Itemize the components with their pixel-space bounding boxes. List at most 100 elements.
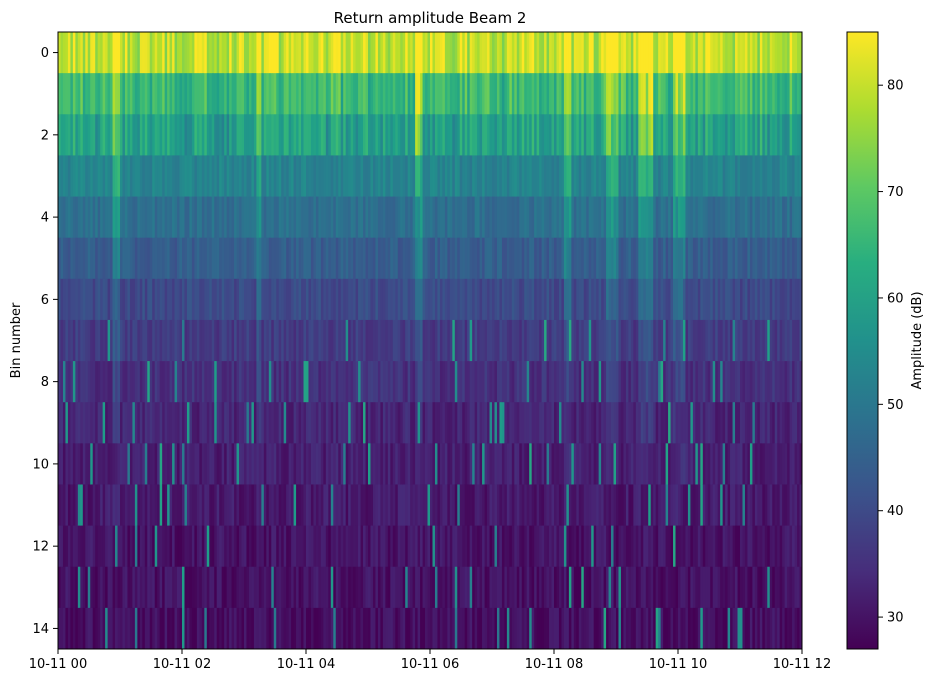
- heatmap-cell: [353, 278, 356, 321]
- heatmap-cell: [355, 402, 359, 444]
- heatmap-cell: [444, 32, 448, 74]
- heatmap-cell: [546, 278, 550, 321]
- heatmap-cell: [358, 525, 361, 568]
- heatmap-cell: [85, 402, 89, 444]
- heatmap-cell: [390, 155, 394, 197]
- heatmap-cell: [519, 155, 523, 197]
- heatmap-cell: [479, 361, 483, 403]
- heatmap-cell: [754, 319, 758, 362]
- heatmap-cell: [293, 278, 297, 321]
- heatmap-cell: [201, 196, 205, 239]
- heatmap-cell: [95, 196, 99, 239]
- heatmap-cell: [144, 196, 148, 239]
- heatmap-cell: [397, 319, 401, 362]
- heatmap-cell: [268, 196, 272, 239]
- heatmap-cell: [504, 484, 508, 526]
- heatmap-cell: [221, 73, 225, 115]
- heatmap-cell: [737, 278, 741, 321]
- colorbar-tick-label: 50: [887, 398, 904, 413]
- heatmap-cell: [105, 196, 108, 239]
- heatmap-cell: [484, 525, 488, 568]
- heatmap-cell: [643, 319, 647, 362]
- heatmap-cell: [90, 73, 94, 115]
- heatmap-cell: [519, 607, 523, 649]
- heatmap-cell: [177, 361, 180, 403]
- heatmap-cell: [92, 114, 96, 156]
- heatmap-cell: [370, 196, 374, 239]
- heatmap-cell: [769, 196, 773, 239]
- heatmap-cell: [392, 114, 396, 156]
- heatmap-cell: [521, 114, 525, 156]
- heatmap-cell: [670, 32, 674, 74]
- heatmap-cell: [665, 484, 669, 526]
- heatmap-cell: [549, 73, 552, 115]
- heatmap-cell: [229, 443, 232, 485]
- heatmap-cell: [675, 443, 679, 485]
- heatmap-cell: [387, 278, 391, 321]
- heatmap-cell: [757, 319, 761, 362]
- heatmap-cell: [514, 566, 518, 609]
- heatmap-cell: [363, 566, 366, 609]
- heatmap-cell: [340, 73, 344, 115]
- heatmap-cell: [186, 196, 190, 239]
- heatmap-cell: [224, 607, 228, 649]
- heatmap-cell: [159, 402, 163, 444]
- x-tick-label: 10-11 10: [649, 657, 707, 672]
- heatmap-cell: [762, 32, 766, 74]
- heatmap-cell: [673, 607, 676, 649]
- heatmap-cell: [563, 484, 567, 526]
- heatmap-cell: [561, 402, 565, 444]
- heatmap-cell: [261, 278, 265, 321]
- heatmap-cell: [412, 525, 416, 568]
- heatmap-cell: [655, 114, 659, 156]
- heatmap-cell: [514, 361, 518, 403]
- heatmap-cell: [710, 402, 714, 444]
- heatmap-cell: [199, 278, 203, 321]
- heatmap-cell: [365, 237, 369, 280]
- heatmap-cell: [358, 361, 361, 403]
- heatmap-cell: [496, 443, 500, 485]
- heatmap-cell: [92, 443, 96, 485]
- heatmap-cell: [323, 32, 327, 74]
- heatmap-cell: [229, 525, 232, 568]
- heatmap-cell: [325, 319, 329, 362]
- heatmap-cell: [588, 319, 592, 362]
- heatmap-cell: [563, 196, 567, 239]
- heatmap-cell: [395, 566, 399, 609]
- heatmap-cell: [687, 566, 691, 609]
- heatmap-cell: [122, 443, 126, 485]
- heatmap-cell: [333, 196, 337, 239]
- colorbar-tick-label: 40: [887, 504, 904, 519]
- heatmap-cell: [216, 402, 220, 444]
- heatmap-cell: [315, 443, 319, 485]
- heatmap-cell: [380, 32, 384, 74]
- heatmap-cell: [318, 278, 322, 321]
- heatmap-cell: [377, 237, 381, 280]
- heatmap-cell: [784, 114, 788, 156]
- heatmap-cell: [526, 237, 530, 280]
- heatmap-cell: [687, 402, 691, 444]
- heatmap-cell: [797, 196, 800, 239]
- heatmap-cell: [784, 402, 788, 444]
- heatmap-cell: [752, 237, 756, 280]
- heatmap-cell: [544, 73, 547, 115]
- heatmap-cell: [179, 196, 183, 239]
- colorbar-label: Amplitude (dB): [910, 291, 925, 389]
- heatmap-cell: [224, 402, 228, 444]
- heatmap-cell: [330, 196, 334, 239]
- heatmap-cell: [454, 114, 458, 156]
- heatmap-cell: [211, 114, 215, 156]
- heatmap-cell: [680, 443, 684, 485]
- heatmap-cell: [601, 607, 604, 649]
- heatmap-cell: [276, 566, 280, 609]
- heatmap-cell: [320, 443, 324, 485]
- heatmap-cell: [124, 155, 128, 197]
- heatmap-cell: [623, 319, 627, 362]
- heatmap-cell: [752, 196, 756, 239]
- heatmap-cell: [377, 566, 381, 609]
- heatmap-cell: [678, 484, 681, 526]
- heatmap-cell: [117, 32, 121, 74]
- heatmap-cell: [551, 525, 555, 568]
- heatmap-cell: [541, 196, 545, 239]
- heatmap-cell: [303, 73, 307, 115]
